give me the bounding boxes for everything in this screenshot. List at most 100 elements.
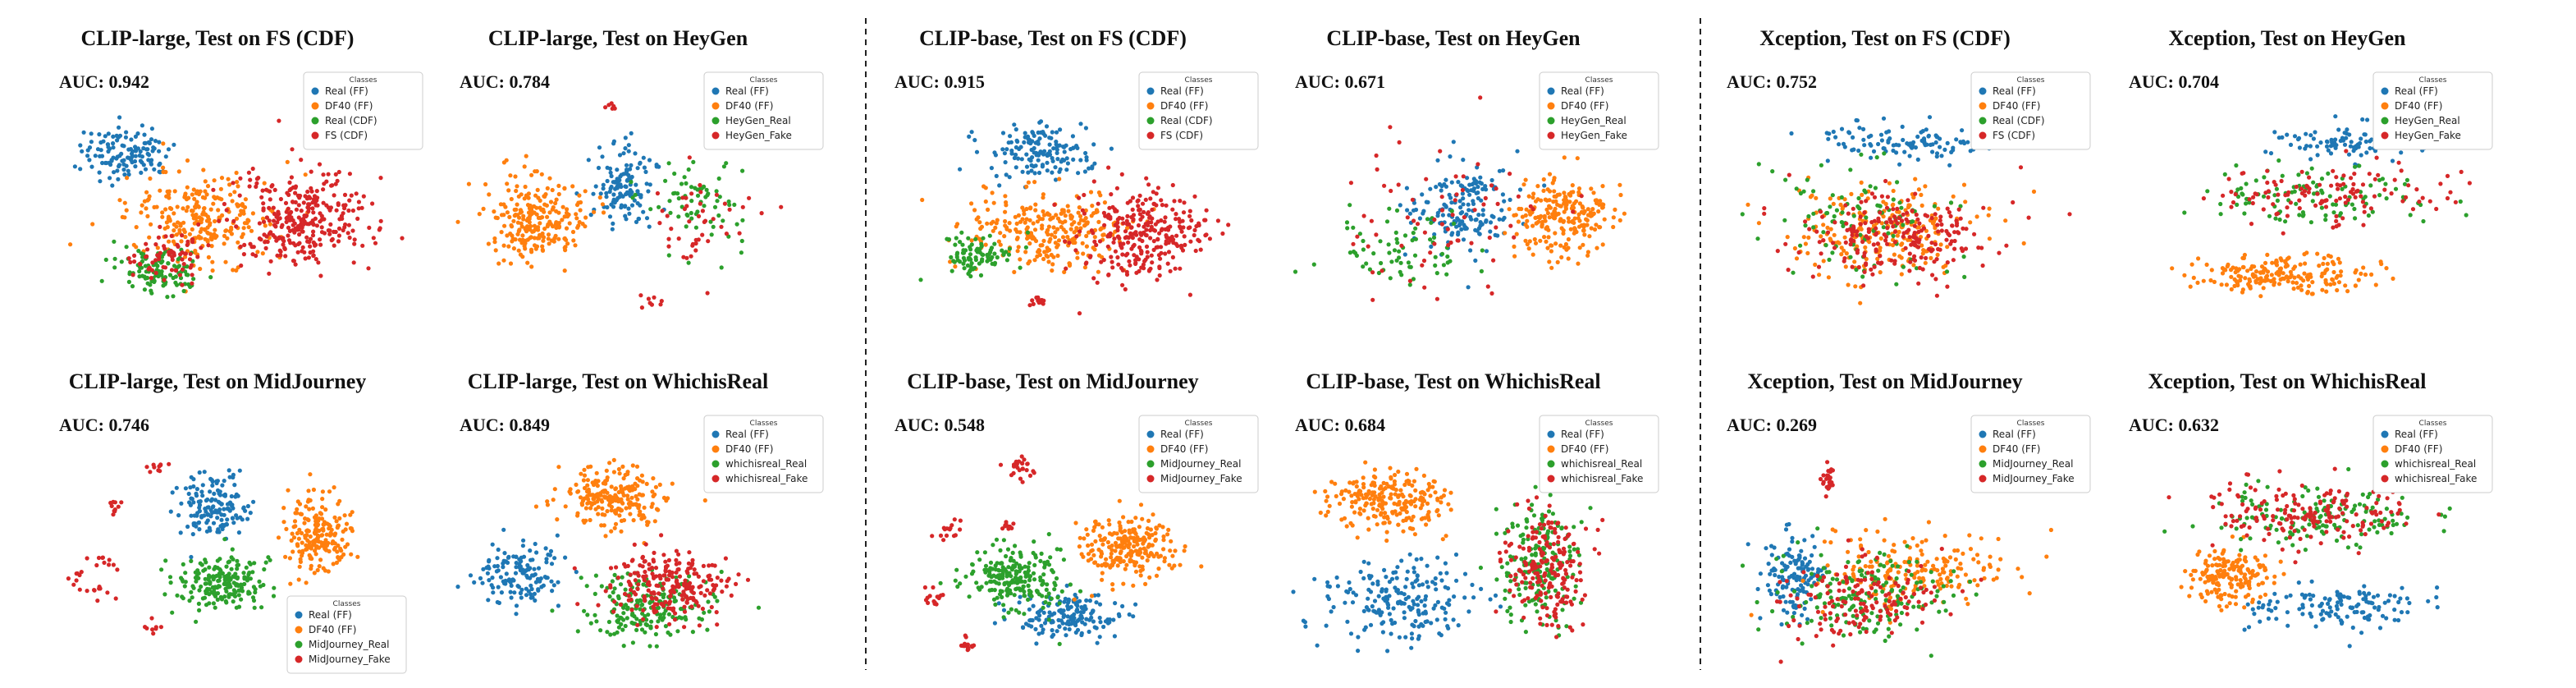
- scatter-point: [1420, 192, 1425, 197]
- scatter-point: [231, 218, 236, 223]
- scatter-point: [2326, 171, 2331, 176]
- scatter-point: [231, 521, 236, 525]
- scatter-point: [1911, 263, 1916, 268]
- scatter-point: [1109, 255, 1114, 259]
- scatter-point: [1114, 186, 1119, 190]
- scatter-point: [1051, 225, 1056, 230]
- scatter-point: [734, 222, 739, 227]
- scatter-point: [306, 202, 311, 207]
- scatter-point: [609, 484, 614, 489]
- scatter-point: [1785, 235, 1790, 240]
- scatter-point: [1469, 241, 1474, 245]
- scatter-point: [167, 461, 172, 466]
- scatter-point: [207, 601, 212, 606]
- scatter-point: [142, 287, 147, 292]
- legend-marker: [1979, 131, 1987, 140]
- scatter-point: [1215, 218, 1220, 223]
- scatter-point: [1803, 219, 1808, 224]
- scatter-point: [186, 491, 191, 497]
- scatter-point: [1986, 213, 1991, 218]
- scatter-point: [181, 262, 186, 267]
- scatter-point: [2340, 186, 2345, 191]
- scatter-point: [1756, 221, 1761, 226]
- scatter-point: [1130, 236, 1135, 241]
- scatter-point: [1489, 291, 1494, 296]
- scatter-point: [209, 244, 214, 249]
- scatter-point: [1028, 158, 1033, 163]
- scatter-point: [981, 236, 986, 241]
- scatter-point: [346, 222, 351, 227]
- scatter-point: [600, 506, 605, 511]
- scatter-point: [1525, 218, 1530, 223]
- scatter-point: [656, 507, 661, 512]
- scatter-point: [162, 244, 167, 249]
- scatter-point: [993, 153, 998, 158]
- panel-title: Xception, Test on HeyGen: [2169, 26, 2406, 50]
- scatter-point: [1461, 158, 1466, 163]
- scatter-point: [235, 558, 240, 563]
- scatter-point: [134, 225, 139, 230]
- scatter-point: [1960, 128, 1965, 133]
- scatter-point: [1939, 222, 1944, 227]
- scatter-point: [2026, 215, 2031, 220]
- scatter-point: [116, 504, 121, 509]
- panel-title: CLIP-large, Test on FS (CDF): [81, 26, 355, 50]
- scatter-point: [183, 486, 188, 491]
- scatter-point: [508, 261, 514, 266]
- scatter-point: [726, 199, 731, 204]
- scatter-point: [1143, 222, 1148, 227]
- scatter-point: [1049, 135, 1054, 140]
- scatter-point: [1050, 156, 1055, 161]
- scatter-point: [146, 140, 151, 144]
- scatter-point: [68, 242, 73, 247]
- scatter-point: [1595, 245, 1599, 250]
- scatter-point: [185, 158, 190, 163]
- scatter-point: [2319, 205, 2324, 210]
- scatter-point: [714, 189, 719, 194]
- scatter-point: [1859, 227, 1864, 232]
- scatter-point: [2311, 136, 2316, 141]
- scatter-point: [1398, 260, 1403, 265]
- scatter-point: [1856, 195, 1861, 201]
- scatter-point: [1361, 264, 1366, 269]
- scatter-point: [1959, 246, 1964, 251]
- scatter-point: [2376, 172, 2381, 177]
- scatter-point: [1855, 249, 1860, 254]
- scatter-point: [1899, 205, 1904, 210]
- scatter-point: [1055, 216, 1061, 221]
- scatter-point: [2031, 189, 2037, 194]
- scatter-point: [2366, 213, 2371, 218]
- scatter-point: [596, 165, 602, 171]
- scatter-point: [1832, 220, 1837, 225]
- scatter-point: [2329, 137, 2334, 142]
- auc-label: AUC: 0.752: [1727, 71, 1817, 92]
- scatter-point: [1861, 137, 1866, 142]
- scatter-point: [200, 493, 205, 498]
- scatter-point: [684, 204, 689, 209]
- scatter-point: [98, 179, 103, 184]
- scatter-point: [690, 241, 696, 246]
- scatter-point: [1517, 206, 1521, 211]
- scatter-point: [1128, 199, 1132, 204]
- scatter-point: [591, 497, 596, 502]
- scatter-point: [1053, 165, 1058, 170]
- scatter-point: [2324, 139, 2330, 144]
- scatter-point: [521, 217, 526, 222]
- scatter-point: [167, 252, 172, 257]
- legend-title: Classes: [333, 600, 361, 608]
- scatter-point: [2345, 197, 2351, 202]
- scatter-point: [1420, 263, 1425, 268]
- scatter-point: [510, 239, 515, 244]
- scatter-point: [1577, 245, 1582, 250]
- scatter-point: [995, 255, 1000, 260]
- scatter-point: [1121, 221, 1126, 226]
- scatter-point: [629, 174, 634, 180]
- scatter-point: [196, 222, 201, 227]
- scatter-point: [97, 170, 102, 175]
- series-2: [455, 154, 606, 273]
- scatter-point: [89, 131, 94, 136]
- scatter-point: [1052, 202, 1057, 207]
- scatter-point: [222, 523, 227, 528]
- scatter-point: [317, 162, 323, 167]
- scatter-point: [2342, 142, 2348, 147]
